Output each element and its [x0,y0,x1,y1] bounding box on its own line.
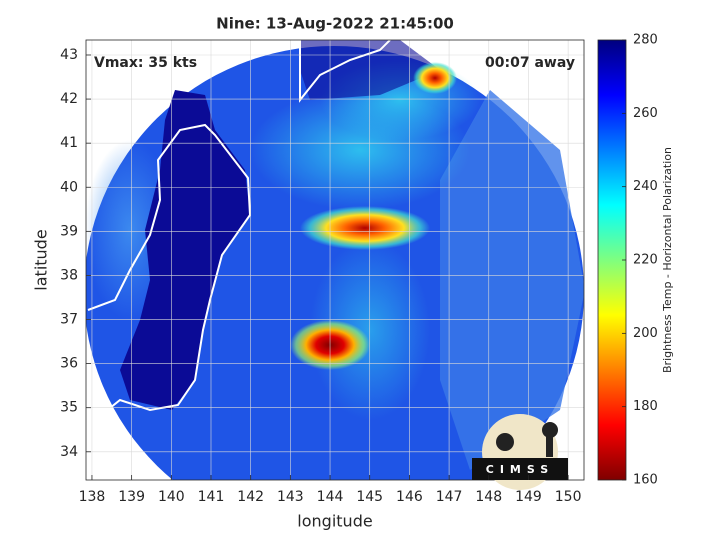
y-tick-label: 42 [60,91,78,107]
y-axis-label: latitude [32,229,51,290]
y-tick-label: 34 [60,444,78,460]
x-tick-label: 150 [555,489,582,505]
colorbar-tick-label: 280 [633,33,658,48]
y-tick-label: 37 [60,312,78,328]
colorbar-label: Brightness Temp - Horizontal Polarizatio… [661,147,674,373]
x-tick-label: 143 [277,489,304,505]
x-tick-label: 144 [317,489,344,505]
colorbar-tick-label: 240 [633,179,658,194]
x-tick-label: 142 [237,489,264,505]
logo-text: CIMSS [486,463,554,476]
y-tick-label: 41 [60,135,78,151]
y-tick-label: 35 [60,400,78,416]
x-tick-label: 145 [356,489,383,505]
y-tick-label: 39 [60,223,78,239]
x-tick-label: 138 [79,489,106,505]
colorbar: 160 180 200 220 240 260 280 [597,33,658,488]
x-tick-label: 140 [158,489,185,505]
y-tick-label: 43 [60,47,78,63]
logo: CIMSS [472,414,568,490]
colorbar-tick-label: 160 [633,473,658,488]
x-tick-label: 148 [475,489,502,505]
colorbar-scale [597,39,627,481]
y-tick-label: 40 [60,179,78,195]
colorbar-tick-label: 180 [633,399,658,414]
grid [86,40,584,480]
x-tick-label: 147 [436,489,463,505]
annotation: Vmax: 35 kts [94,55,197,71]
colorbar-tick-label: 220 [633,253,658,268]
x-tick-label: 139 [118,489,145,505]
x-tick-label: 146 [396,489,423,505]
x-axis-label: longitude [297,512,372,531]
plot-frame [85,39,585,481]
x-tick-label: 141 [198,489,225,505]
y-tick-label: 36 [60,356,78,372]
x-tick-label: 149 [515,489,542,505]
y-tick-label: 38 [60,267,78,283]
colorbar-tick-label: 260 [633,106,658,121]
chart-title: Nine: 13-Aug-2022 21:45:00 [216,15,454,33]
annotation: 00:07 away [485,55,575,71]
colorbar-tick-label: 200 [633,326,658,341]
